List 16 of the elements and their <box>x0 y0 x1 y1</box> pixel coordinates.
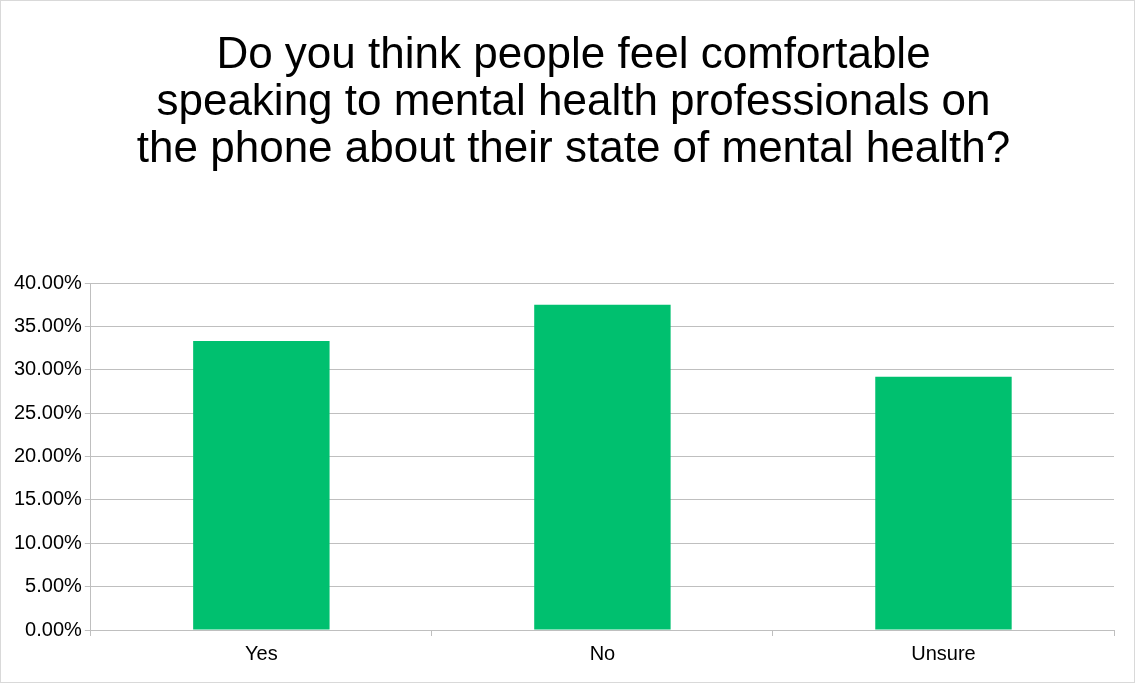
y-tick-label: 25.00% <box>13 400 83 423</box>
y-tick-label: 20.00% <box>13 444 83 467</box>
x-tick-label: No <box>589 641 616 664</box>
y-tick-label: 15.00% <box>13 487 83 510</box>
chart-title: Do you think people feel comfortable speaking to mental health professionals on the phone about their state of mental health? <box>135 28 1012 171</box>
bar <box>875 376 1012 630</box>
y-tick-label: 10.00% <box>13 530 83 553</box>
x-tick-label: Yes <box>245 641 278 664</box>
bar <box>193 341 330 630</box>
bar <box>534 304 671 630</box>
y-tick-label: 0.00% <box>25 617 83 640</box>
y-tick-label: 35.00% <box>13 313 83 336</box>
y-tick-label: 5.00% <box>25 574 83 597</box>
y-tick-label: 30.00% <box>13 357 83 380</box>
x-tick-label: Unsure <box>911 641 976 664</box>
y-tick-label: 40.00% <box>13 270 83 293</box>
